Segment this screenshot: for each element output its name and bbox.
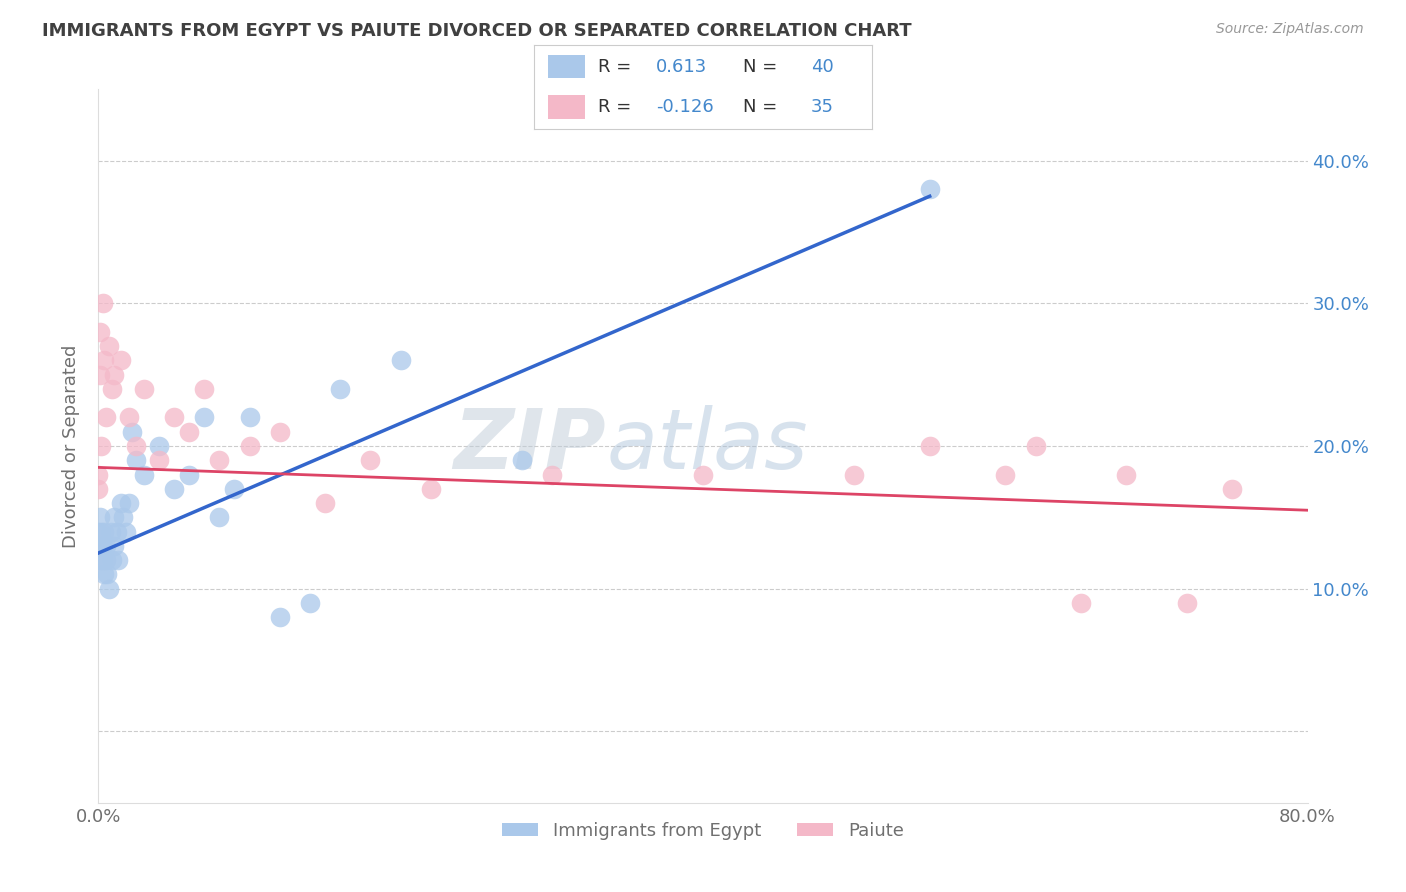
Point: [163, 410, 186, 425]
Point: [299, 596, 322, 610]
Point: [101, 553, 124, 567]
Point: [179, 425, 201, 439]
Point: [1024, 439, 1046, 453]
Point: [91, 539, 114, 553]
Point: [692, 467, 714, 482]
Point: [224, 482, 246, 496]
Text: N =: N =: [744, 98, 783, 116]
Point: [90, 524, 112, 539]
Point: [1220, 482, 1243, 496]
Point: [208, 453, 231, 467]
Point: [98, 339, 121, 353]
Point: [94, 410, 117, 425]
Point: [93, 353, 115, 368]
Point: [239, 439, 262, 453]
Text: -0.126: -0.126: [655, 98, 713, 116]
Text: R =: R =: [599, 58, 637, 76]
Point: [132, 467, 155, 482]
Point: [103, 368, 125, 382]
Point: [89, 325, 111, 339]
Point: [105, 524, 128, 539]
Point: [110, 496, 132, 510]
Text: ZIP: ZIP: [454, 406, 606, 486]
Point: [87, 539, 110, 553]
Point: [114, 524, 136, 539]
Point: [118, 410, 141, 425]
Point: [125, 439, 148, 453]
Point: [111, 510, 134, 524]
Bar: [548, 54, 585, 78]
Point: [1175, 596, 1198, 610]
Point: [314, 496, 336, 510]
Point: [110, 353, 132, 368]
Text: atlas: atlas: [606, 406, 808, 486]
Point: [89, 510, 111, 524]
Point: [96, 567, 118, 582]
Point: [918, 182, 941, 196]
Point: [148, 453, 170, 467]
Point: [420, 482, 443, 496]
Point: [107, 553, 129, 567]
Point: [329, 382, 352, 396]
Bar: [548, 95, 585, 120]
Point: [121, 425, 143, 439]
Point: [94, 539, 117, 553]
Point: [208, 510, 231, 524]
Point: [269, 610, 291, 624]
Point: [93, 567, 115, 582]
Y-axis label: Divorced or Separated: Divorced or Separated: [62, 344, 80, 548]
Point: [269, 425, 291, 439]
Point: [844, 467, 866, 482]
Point: [360, 453, 382, 467]
Point: [179, 467, 201, 482]
Point: [193, 410, 215, 425]
Text: 35: 35: [811, 98, 834, 116]
Point: [94, 553, 117, 567]
Text: 40: 40: [811, 58, 834, 76]
Point: [89, 553, 111, 567]
Text: Source: ZipAtlas.com: Source: ZipAtlas.com: [1216, 22, 1364, 37]
Point: [510, 453, 533, 467]
Point: [98, 582, 121, 596]
Point: [91, 296, 114, 310]
Point: [90, 439, 112, 453]
Point: [163, 482, 186, 496]
Text: R =: R =: [599, 98, 637, 116]
Point: [125, 453, 148, 467]
Text: N =: N =: [744, 58, 783, 76]
Point: [103, 510, 125, 524]
Text: 0.613: 0.613: [655, 58, 707, 76]
Point: [389, 353, 412, 368]
Point: [994, 467, 1017, 482]
Point: [918, 439, 941, 453]
Point: [239, 410, 262, 425]
Point: [87, 482, 110, 496]
Point: [148, 439, 170, 453]
Point: [118, 496, 141, 510]
Point: [89, 368, 111, 382]
Point: [93, 524, 115, 539]
Point: [132, 382, 155, 396]
Point: [90, 539, 112, 553]
Point: [103, 539, 125, 553]
Point: [1070, 596, 1092, 610]
Point: [193, 382, 215, 396]
Legend: Immigrants from Egypt, Paiute: Immigrants from Egypt, Paiute: [495, 815, 911, 847]
Text: IMMIGRANTS FROM EGYPT VS PAIUTE DIVORCED OR SEPARATED CORRELATION CHART: IMMIGRANTS FROM EGYPT VS PAIUTE DIVORCED…: [42, 22, 912, 40]
Point: [87, 524, 110, 539]
Point: [540, 467, 562, 482]
Point: [1115, 467, 1137, 482]
Point: [101, 382, 124, 396]
Point: [91, 553, 114, 567]
Point: [87, 467, 110, 482]
Point: [100, 524, 122, 539]
